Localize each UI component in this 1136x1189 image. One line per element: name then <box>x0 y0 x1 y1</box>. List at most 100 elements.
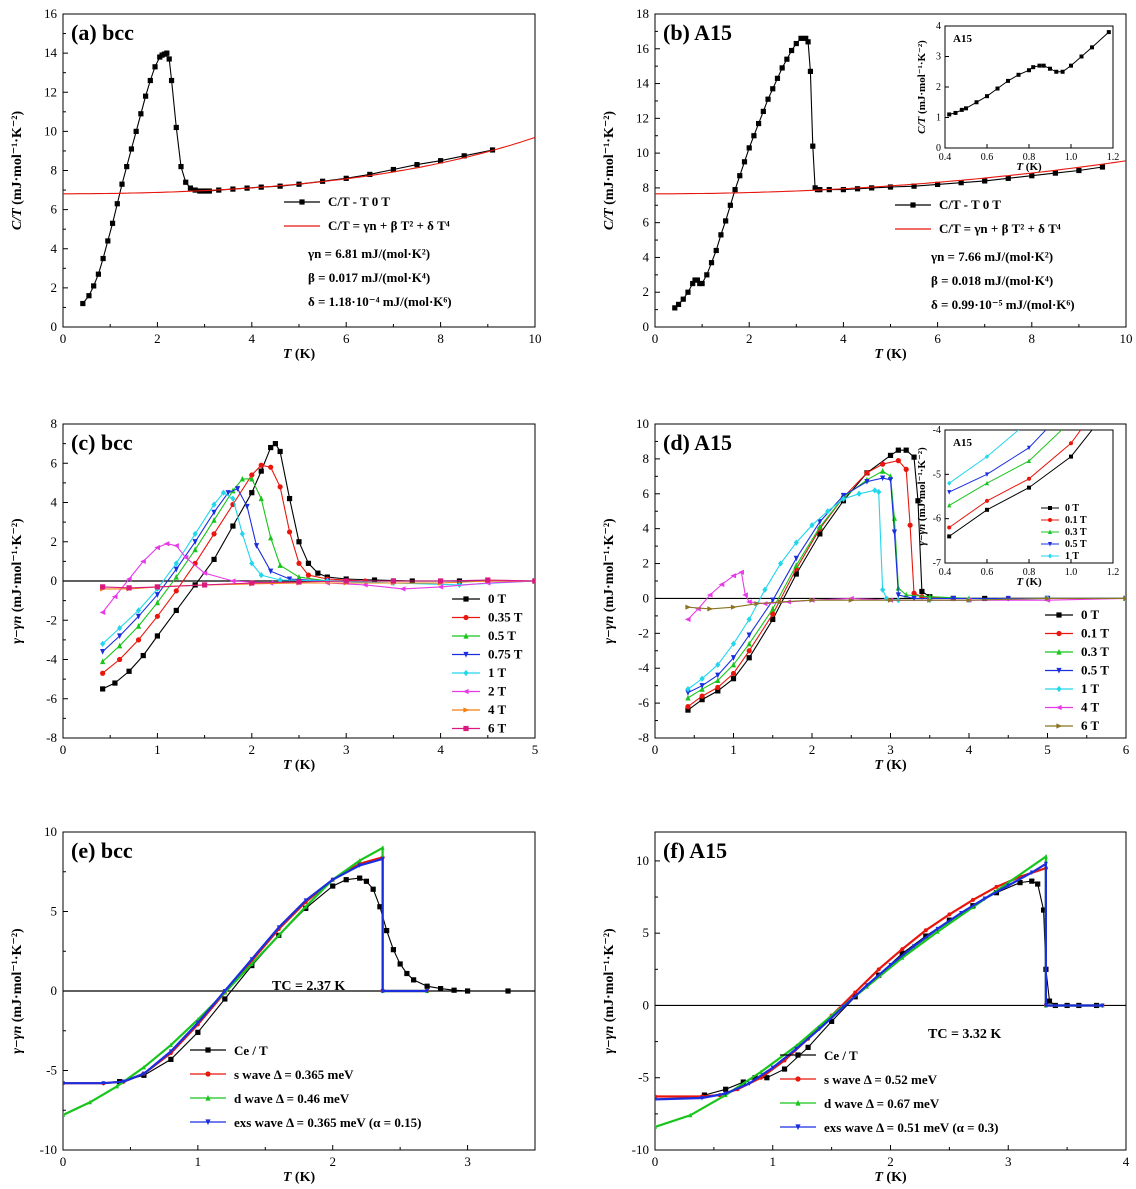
data-point <box>688 1112 693 1118</box>
data-point <box>303 904 308 909</box>
y-tick-label: 5 <box>51 904 58 919</box>
data-point <box>140 558 146 564</box>
data-point <box>900 955 905 960</box>
data-point <box>715 672 721 679</box>
legend-marker <box>463 707 470 713</box>
series-3 <box>63 857 430 1086</box>
data-point <box>100 584 106 590</box>
data-point <box>891 515 898 521</box>
data-point <box>1100 1003 1105 1008</box>
data-point <box>919 588 925 595</box>
data-point <box>411 977 417 983</box>
legend-label: Ce / T <box>234 1043 268 1058</box>
inset-x-tick-label: 1.2 <box>1107 152 1120 163</box>
data-point <box>947 912 952 917</box>
y-axis-label: γ−γn (mJ·mol⁻¹·K⁻²) <box>602 518 617 644</box>
data-point <box>485 577 491 583</box>
legend-label: 1 T <box>1081 681 1100 696</box>
x-tick-label: 4 <box>840 331 847 346</box>
inset-x-tick-label: 0.6 <box>981 152 994 163</box>
data-point <box>723 1091 728 1097</box>
legend-marker <box>1056 612 1062 618</box>
data-point <box>950 595 956 602</box>
data-point <box>891 529 898 536</box>
data-point <box>738 569 744 575</box>
legend-label: exs wave Δ = 0.51 meV (α = 0.3) <box>824 1120 998 1135</box>
inset-data-point <box>1106 30 1111 35</box>
inset-data-point <box>1027 445 1031 451</box>
x-axis-label: T (K) <box>874 1170 907 1185</box>
y-tick-label: 10 <box>636 145 649 160</box>
inset-y-tick-label: -5 <box>933 469 941 480</box>
data-point <box>86 293 92 299</box>
data-point <box>923 928 928 933</box>
x-tick-label: 10 <box>1120 331 1133 346</box>
data-point <box>222 989 227 994</box>
data-point <box>100 649 106 655</box>
legend-label: 0.5 T <box>488 628 516 643</box>
data-point <box>126 668 132 674</box>
inset-data-point <box>1027 485 1031 490</box>
data-point <box>141 1064 146 1070</box>
panel-title: (b) A15 <box>663 20 732 45</box>
data-point <box>935 929 940 934</box>
inset-y-tick-label: 2 <box>936 82 941 93</box>
data-point <box>887 597 894 603</box>
legend-marker <box>205 1071 211 1077</box>
inset-x-tick-label: 1.2 <box>1107 567 1120 578</box>
x-tick-label: 4 <box>966 742 973 757</box>
data-point <box>754 601 761 607</box>
legend-label: s wave Δ = 0.52 meV <box>824 1072 938 1087</box>
data-point <box>730 573 737 579</box>
data-point <box>723 218 729 224</box>
plot-area <box>63 441 535 692</box>
inset-legend-marker <box>1048 529 1052 534</box>
data-point <box>718 232 724 238</box>
data-point <box>752 1075 758 1081</box>
data-point <box>505 988 511 994</box>
x-tick-label: 1 <box>154 742 161 757</box>
x-axis-label: T (K) <box>283 758 316 773</box>
data-point <box>101 1081 106 1086</box>
inset-data-point <box>985 94 989 99</box>
inset-title: A15 <box>953 437 972 449</box>
data-point <box>805 39 811 45</box>
fit-parameter: γn = 6.81 mJ/(mol·K²) <box>307 246 430 261</box>
data-point <box>100 640 106 647</box>
data-point <box>230 495 236 502</box>
inset-x-tick-label: 0.8 <box>1023 152 1036 163</box>
data-point <box>825 508 831 515</box>
panel-title: (f) A15 <box>663 838 727 863</box>
legend-marker <box>795 1052 801 1058</box>
data-point <box>680 296 686 302</box>
data-point <box>840 187 846 193</box>
data-point <box>770 1065 775 1071</box>
fit-parameter: δ = 1.18·10⁻⁴ mJ/(mol·K⁶) <box>308 294 452 309</box>
data-point <box>770 597 776 604</box>
data-point <box>201 570 208 576</box>
x-tick-label: 3 <box>887 742 894 757</box>
data-point <box>390 578 396 584</box>
data-point <box>817 519 823 525</box>
data-point <box>63 1112 65 1118</box>
data-point <box>100 255 106 262</box>
data-point <box>239 530 245 537</box>
inset-data-point <box>1027 458 1031 464</box>
data-point <box>994 884 999 889</box>
data-point <box>840 492 846 499</box>
data-point <box>135 623 142 629</box>
data-point <box>277 484 283 490</box>
data-point <box>706 592 713 598</box>
y-tick-label: 0 <box>51 983 58 998</box>
data-point <box>249 961 254 966</box>
y-tick-label: 6 <box>51 455 58 470</box>
x-tick-label: 8 <box>1029 331 1036 346</box>
inset: 0.4 0.6 0.8 1.0 1.2 0 1 2 3 4 A15 T (K) C/T (mJ·mol⁻… <box>916 21 1119 173</box>
data-point <box>778 599 784 605</box>
data-point <box>380 845 385 850</box>
data-point <box>154 584 160 590</box>
data-point <box>249 580 255 586</box>
inset-data-point <box>947 480 952 486</box>
legend-label: s wave Δ = 0.365 meV <box>234 1067 354 1082</box>
data-point <box>911 454 917 460</box>
